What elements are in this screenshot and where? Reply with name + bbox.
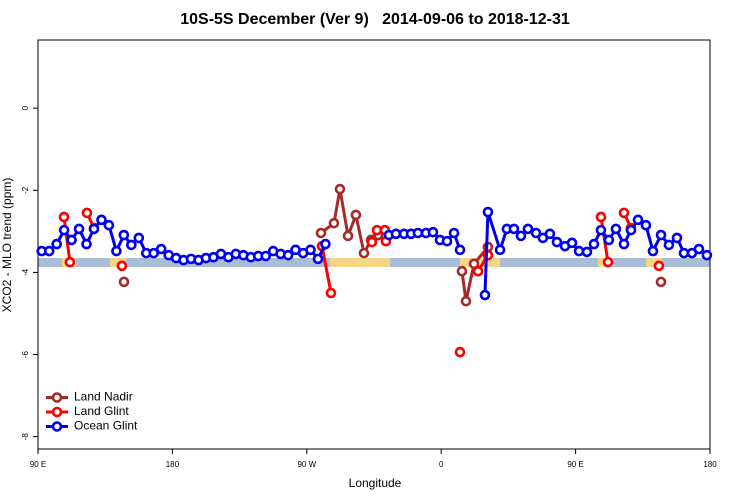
point [111, 245, 122, 257]
point [472, 265, 484, 277]
point [551, 236, 563, 248]
legend-label: Ocean Glint [74, 419, 138, 433]
x-tick-label: 180 [166, 460, 180, 469]
point [454, 346, 466, 358]
point [103, 219, 115, 231]
land-band [646, 258, 662, 267]
land-band [460, 258, 500, 267]
x-axis-label: Longitude [349, 476, 402, 490]
x-tick-label: 90 E [567, 460, 583, 469]
point [126, 239, 137, 251]
point [260, 250, 272, 262]
point [320, 238, 331, 250]
point [325, 287, 337, 299]
point [701, 249, 713, 261]
x-tick-label: 180 [703, 460, 717, 469]
point [315, 227, 327, 239]
legend-marker [51, 392, 63, 403]
point [566, 237, 578, 249]
x-tick-label: 0 [439, 460, 444, 469]
point [603, 234, 615, 246]
point [595, 224, 607, 236]
x-tick-label: 90 E [30, 460, 46, 469]
point [515, 230, 527, 242]
y-tick-label: -4 [21, 268, 30, 276]
point [602, 256, 614, 268]
point [358, 247, 370, 259]
point [282, 249, 294, 261]
point [625, 224, 637, 236]
point [508, 223, 520, 235]
point [133, 232, 145, 244]
point [655, 276, 667, 288]
point [655, 229, 667, 241]
legend-marker [51, 406, 63, 418]
point [522, 223, 534, 235]
y-axis-label: XCO2 - MLO trend (ppm) [0, 178, 14, 313]
series-line [483, 211, 708, 296]
point [58, 211, 70, 223]
x-tick-label: 90 W [297, 460, 316, 469]
point [441, 235, 453, 247]
point [460, 295, 472, 307]
point [595, 211, 607, 223]
point [366, 236, 378, 248]
land-band [330, 258, 390, 267]
point [58, 224, 70, 236]
point [118, 229, 130, 241]
y-tick-label: -6 [21, 350, 30, 358]
legend-label: Land Nadir [74, 390, 133, 404]
point [581, 246, 593, 258]
point [305, 244, 316, 256]
point [312, 253, 324, 265]
point [96, 214, 107, 226]
point [342, 230, 354, 242]
point [618, 238, 630, 250]
point [328, 217, 340, 229]
point [64, 256, 76, 268]
point [51, 238, 62, 250]
point [647, 245, 659, 257]
chart-title: 10S-5S December (Ver 9) 2014-09-06 to 20… [180, 11, 570, 28]
y-tick-label: -2 [21, 186, 30, 194]
point [653, 260, 665, 272]
point [632, 214, 644, 226]
point [479, 289, 491, 301]
legend-marker [51, 421, 63, 432]
point [88, 223, 100, 235]
point [640, 219, 652, 231]
point [671, 232, 683, 244]
point [494, 244, 506, 256]
point [610, 223, 622, 235]
point [427, 226, 439, 238]
point [448, 227, 460, 239]
point [588, 238, 600, 250]
point [81, 207, 93, 219]
point [118, 276, 130, 288]
series-line [460, 246, 490, 302]
plot-frame [37, 39, 711, 450]
point [456, 265, 468, 277]
point [544, 228, 556, 240]
point [530, 227, 542, 239]
point [454, 244, 466, 256]
point [43, 245, 55, 257]
point [334, 183, 346, 195]
point [66, 234, 77, 246]
y-tick-label: 0 [21, 105, 30, 110]
point [148, 247, 160, 259]
point [693, 243, 705, 255]
point [81, 238, 92, 250]
point [482, 206, 494, 218]
point [350, 209, 362, 221]
point [116, 260, 128, 272]
point [73, 223, 85, 235]
legend-label: Land Glint [74, 404, 129, 418]
point [663, 239, 675, 251]
point [155, 243, 167, 255]
series-line [320, 245, 333, 294]
y-tick-label: -8 [21, 433, 30, 441]
point [618, 207, 630, 219]
